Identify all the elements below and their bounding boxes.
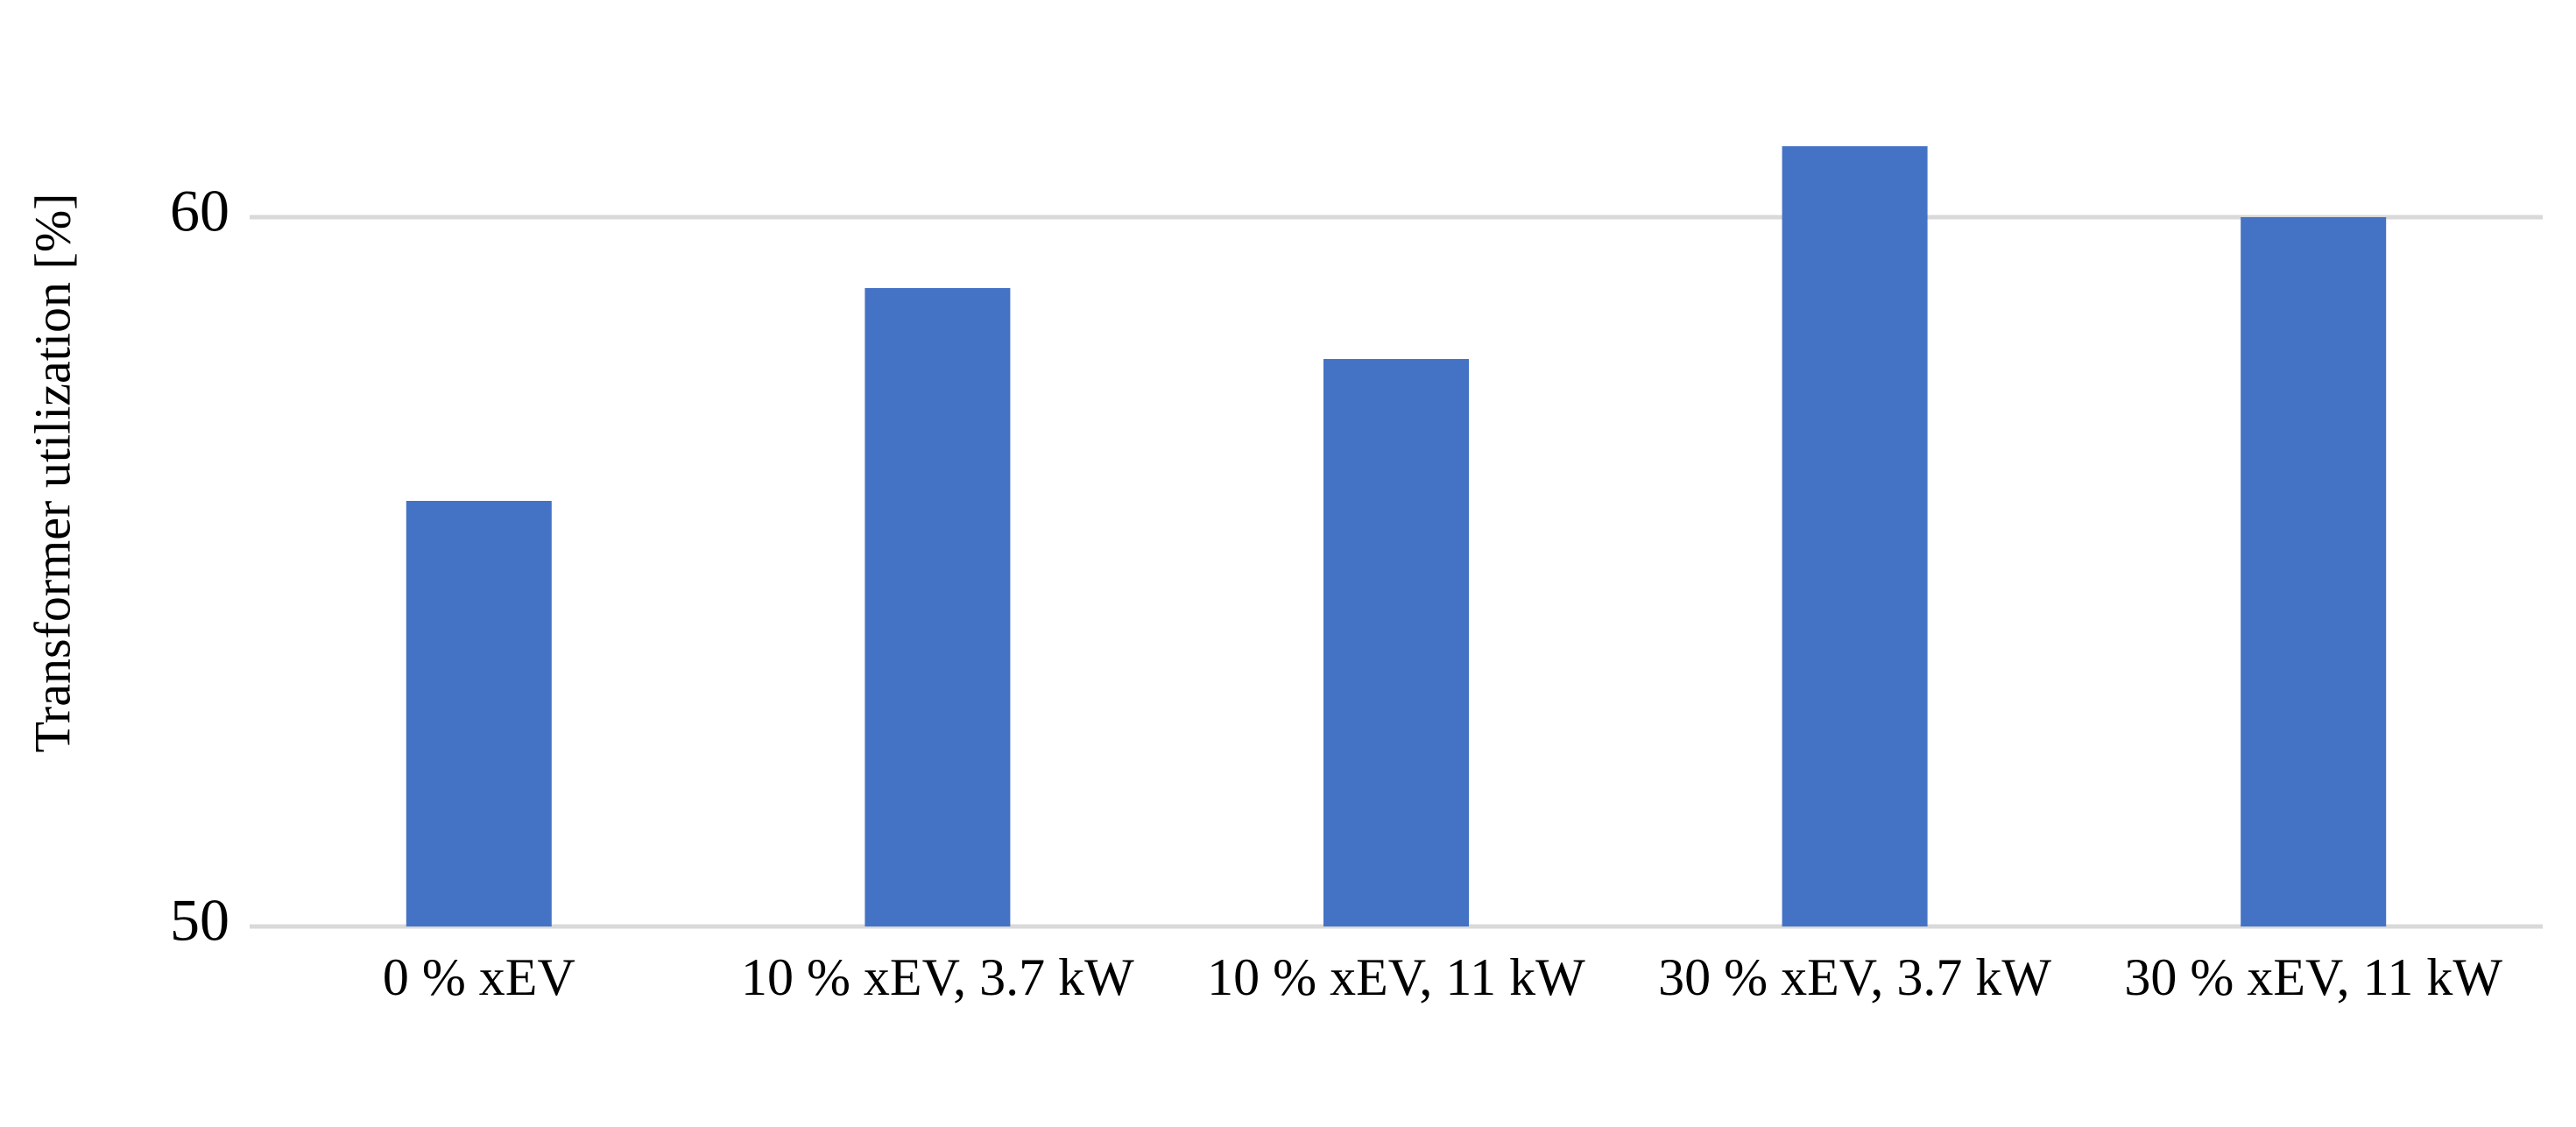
- x-tick-label: 30 % xEV, 3.7 kW: [1658, 948, 2052, 1006]
- bar: [865, 288, 1011, 926]
- y-tick-label: 60: [170, 178, 229, 244]
- y-axis-label: Transformer utilization [%]: [24, 194, 81, 753]
- bar: [1323, 359, 1469, 926]
- y-tick-label: 50: [170, 887, 229, 954]
- bar: [1782, 146, 1928, 926]
- x-tick-label: 10 % xEV, 11 kW: [1207, 948, 1585, 1006]
- x-tick-label: 30 % xEV, 11 kW: [2124, 948, 2502, 1006]
- x-tick-label: 0 % xEV: [382, 948, 575, 1006]
- bar: [2241, 217, 2387, 926]
- x-tick-label: 10 % xEV, 3.7 kW: [740, 948, 1134, 1006]
- bar: [406, 501, 552, 926]
